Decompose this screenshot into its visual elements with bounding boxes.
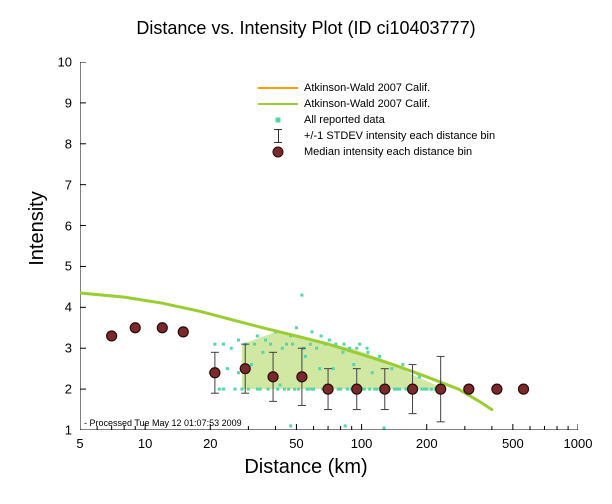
legend-label: All reported data bbox=[298, 114, 385, 126]
y-tick-label: 8 bbox=[42, 136, 72, 151]
legend-item: +/-1 STDEV intensity each distance bin bbox=[258, 128, 495, 144]
legend-label: Median intensity each distance bin bbox=[298, 146, 472, 158]
y-tick-label: 10 bbox=[42, 55, 72, 70]
x-tick-label: 10 bbox=[138, 436, 152, 451]
y-tick-label: 4 bbox=[42, 300, 72, 315]
x-tick-label: 50 bbox=[289, 436, 303, 451]
y-tick-label: 3 bbox=[42, 341, 72, 356]
legend-item: Median intensity each distance bin bbox=[258, 144, 495, 160]
y-tick-label: 1 bbox=[42, 423, 72, 438]
legend-item: All reported data bbox=[258, 112, 495, 128]
y-tick-label: 2 bbox=[42, 382, 72, 397]
y-tick-label: 7 bbox=[42, 177, 72, 192]
x-tick-label: 1000 bbox=[564, 436, 593, 451]
chart-container: Distance vs. Intensity Plot (ID ci104037… bbox=[0, 0, 612, 504]
legend-label: Atkinson-Wald 2007 Calif. bbox=[298, 98, 430, 110]
legend-item: Atkinson-Wald 2007 Calif. bbox=[258, 80, 495, 96]
processed-text: - Processed Tue May 12 01:07:53 2009 bbox=[84, 418, 242, 428]
legend-label: +/-1 STDEV intensity each distance bin bbox=[298, 130, 495, 142]
y-tick-label: 5 bbox=[42, 259, 72, 274]
x-tick-label: 500 bbox=[502, 436, 524, 451]
y-tick-label: 9 bbox=[42, 95, 72, 110]
legend: Atkinson-Wald 2007 Calif. Atkinson-Wald 2… bbox=[258, 80, 495, 160]
y-tick-label: 6 bbox=[42, 218, 72, 233]
legend-label: Atkinson-Wald 2007 Calif. bbox=[298, 82, 430, 94]
chart-title: Distance vs. Intensity Plot (ID ci104037… bbox=[0, 18, 612, 39]
x-tick-label: 20 bbox=[203, 436, 217, 451]
x-tick-label: 200 bbox=[416, 436, 438, 451]
legend-item: Atkinson-Wald 2007 Calif. bbox=[258, 96, 495, 112]
x-axis-label: Distance (km) bbox=[0, 456, 612, 479]
x-tick-label: 100 bbox=[351, 436, 373, 451]
x-tick-label: 5 bbox=[76, 436, 83, 451]
